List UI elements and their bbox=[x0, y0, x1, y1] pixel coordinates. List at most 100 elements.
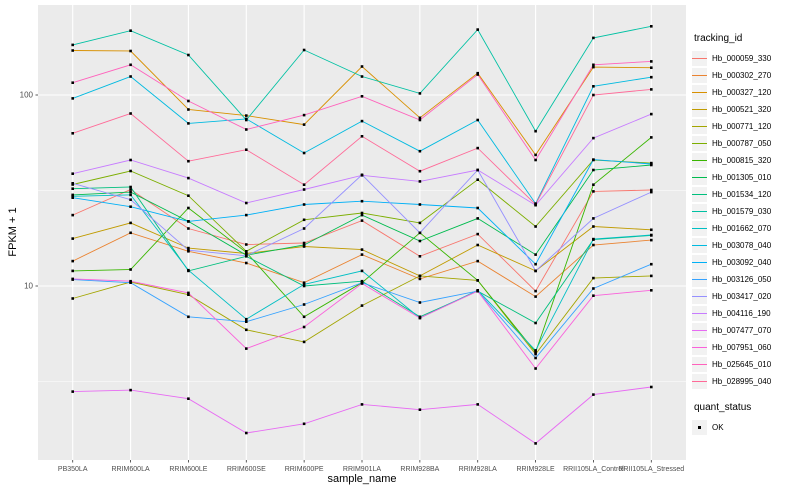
y-axis-title: FPKM + 1 bbox=[7, 207, 19, 257]
legend-item-Hb_001534_120: Hb_001534_120 bbox=[692, 186, 800, 203]
x-tick-label: RRIM600LE bbox=[169, 466, 207, 473]
data-point bbox=[650, 60, 653, 63]
data-point bbox=[245, 201, 248, 205]
legend-key bbox=[692, 289, 707, 304]
data-point bbox=[129, 190, 132, 194]
data-point bbox=[187, 206, 190, 210]
data-point bbox=[418, 203, 422, 206]
data-point bbox=[245, 261, 248, 265]
line-swatch-icon bbox=[692, 279, 707, 280]
x-axis-title: sample_name bbox=[327, 473, 397, 485]
data-point bbox=[476, 73, 479, 76]
data-point bbox=[187, 159, 190, 163]
data-point bbox=[592, 168, 595, 172]
data-point bbox=[187, 246, 190, 250]
data-point bbox=[592, 183, 595, 186]
data-point bbox=[418, 118, 422, 122]
data-point bbox=[534, 262, 537, 266]
legend-key bbox=[692, 238, 707, 253]
data-point bbox=[534, 367, 537, 370]
legend-item-label: Hb_004116_190 bbox=[712, 309, 771, 318]
data-point bbox=[534, 269, 537, 273]
data-point bbox=[360, 65, 364, 68]
data-point bbox=[360, 199, 364, 203]
legend-key bbox=[692, 323, 707, 338]
line-swatch-icon bbox=[692, 347, 707, 348]
data-point bbox=[129, 268, 132, 271]
legend-item-Hb_004116_190: Hb_004116_190 bbox=[692, 305, 800, 322]
square-point-icon bbox=[698, 426, 701, 429]
data-point bbox=[302, 283, 306, 286]
legend-item-Hb_000771_120: Hb_000771_120 bbox=[692, 118, 800, 135]
data-point bbox=[360, 119, 364, 123]
legend-item-Hb_003417_020: Hb_003417_020 bbox=[692, 288, 800, 305]
data-point bbox=[302, 123, 306, 126]
data-point bbox=[245, 328, 248, 332]
data-point bbox=[245, 128, 248, 131]
data-point bbox=[245, 254, 248, 258]
x-tick-label: RRII105LA_Stressed bbox=[618, 466, 684, 473]
legend-item-label: Hb_000059_330 bbox=[712, 54, 772, 63]
data-point bbox=[418, 277, 422, 281]
data-point bbox=[129, 158, 132, 162]
data-point bbox=[360, 269, 364, 273]
legend-item-Hb_000787_050: Hb_000787_050 bbox=[692, 135, 800, 152]
data-point bbox=[302, 281, 306, 284]
data-point bbox=[476, 178, 479, 181]
data-point bbox=[71, 269, 74, 273]
data-point bbox=[187, 227, 190, 230]
data-point bbox=[71, 43, 74, 47]
legend-key bbox=[692, 272, 707, 287]
data-point bbox=[534, 442, 537, 445]
legend-item-Hb_000521_320: Hb_000521_320 bbox=[692, 101, 800, 118]
data-point bbox=[245, 320, 248, 323]
legend-item-Hb_001662_070: Hb_001662_070 bbox=[692, 220, 800, 237]
legend-key bbox=[692, 204, 707, 219]
data-point bbox=[302, 183, 306, 186]
data-point bbox=[187, 99, 190, 103]
data-point bbox=[187, 248, 190, 252]
data-point bbox=[71, 237, 74, 240]
data-point bbox=[476, 289, 479, 293]
legend-key bbox=[692, 374, 707, 389]
legend-item-label: Hb_001534_120 bbox=[712, 190, 772, 199]
data-point bbox=[245, 213, 248, 217]
data-point bbox=[650, 66, 653, 69]
data-point bbox=[476, 217, 479, 220]
data-point bbox=[418, 169, 422, 173]
legend-item-label: Hb_001662_070 bbox=[712, 224, 772, 233]
x-tick-label: RRIM928LA bbox=[459, 466, 497, 473]
line-swatch-icon bbox=[692, 58, 707, 59]
legend-item-Hb_025645_010: Hb_025645_010 bbox=[692, 356, 800, 373]
line-swatch-icon bbox=[692, 381, 707, 382]
data-point bbox=[360, 95, 364, 98]
data-point bbox=[129, 75, 132, 78]
data-point bbox=[129, 198, 132, 201]
x-tick-label: PB350LA bbox=[58, 466, 88, 473]
data-point bbox=[476, 28, 479, 31]
legend-key bbox=[692, 221, 707, 236]
line-swatch-icon bbox=[692, 109, 707, 110]
legend-item-Hb_000327_120: Hb_000327_120 bbox=[692, 84, 800, 101]
data-point bbox=[650, 88, 653, 91]
data-point bbox=[302, 48, 306, 52]
data-point bbox=[71, 277, 74, 281]
data-point bbox=[71, 81, 74, 84]
data-point bbox=[302, 422, 306, 426]
data-point bbox=[534, 352, 537, 356]
data-point bbox=[129, 169, 132, 173]
legend-item-label: Hb_000327_120 bbox=[712, 88, 772, 97]
y-tick-label: 10 bbox=[24, 282, 33, 291]
data-point bbox=[592, 294, 595, 297]
legend-key bbox=[692, 102, 707, 117]
data-point bbox=[534, 295, 537, 298]
data-point bbox=[71, 182, 74, 185]
data-point bbox=[71, 297, 74, 300]
legend-key bbox=[692, 68, 707, 83]
data-point bbox=[187, 108, 190, 111]
data-point bbox=[418, 92, 422, 95]
data-point bbox=[360, 174, 364, 177]
data-point bbox=[360, 213, 364, 217]
line-swatch-icon bbox=[692, 228, 707, 229]
